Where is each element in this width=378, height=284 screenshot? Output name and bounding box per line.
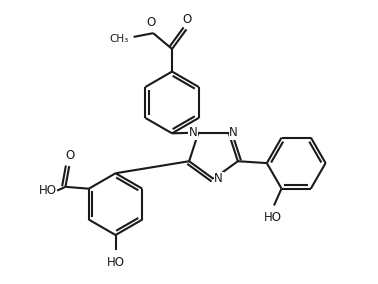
Text: HO: HO bbox=[39, 184, 57, 197]
Text: N: N bbox=[214, 172, 223, 185]
Text: HO: HO bbox=[264, 211, 282, 224]
Text: N: N bbox=[229, 126, 238, 139]
Text: O: O bbox=[65, 149, 74, 162]
Text: O: O bbox=[146, 16, 155, 29]
Text: HO: HO bbox=[107, 256, 125, 269]
Text: N: N bbox=[189, 126, 198, 139]
Text: CH₃: CH₃ bbox=[110, 34, 129, 44]
Text: O: O bbox=[183, 12, 192, 26]
